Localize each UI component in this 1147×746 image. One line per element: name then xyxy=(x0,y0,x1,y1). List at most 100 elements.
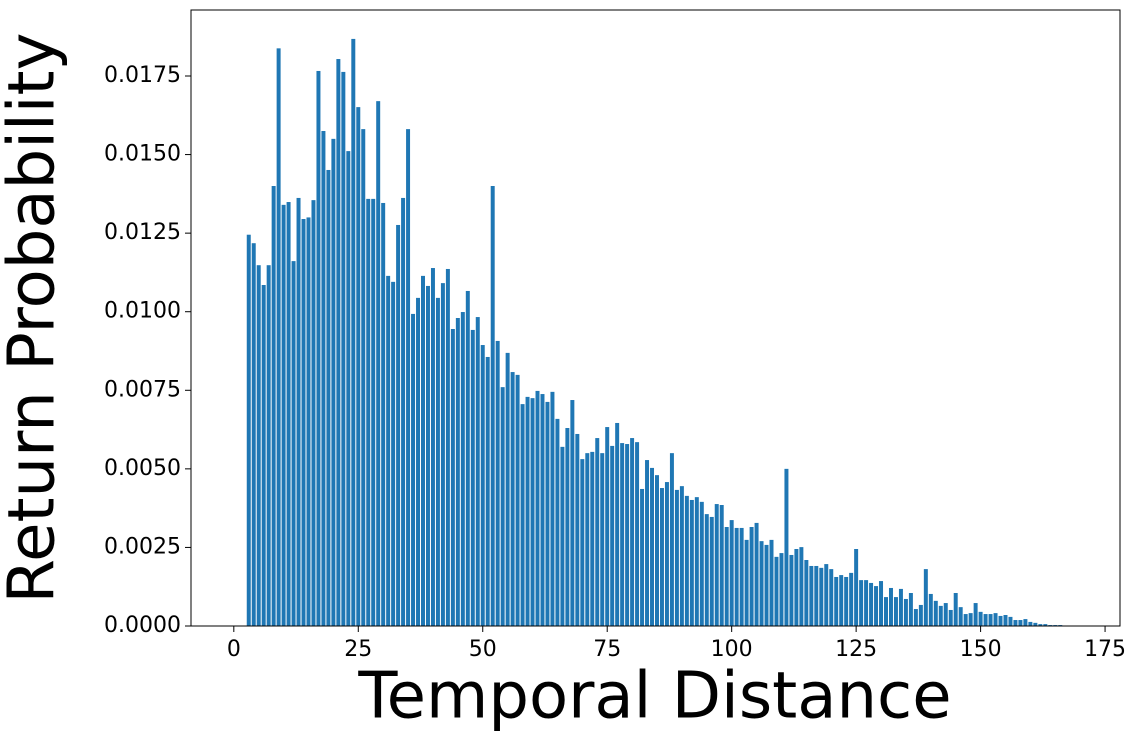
bar xyxy=(913,609,918,626)
bar xyxy=(854,549,859,626)
y-tick-label: 0.0025 xyxy=(104,534,181,559)
bar xyxy=(381,202,386,626)
bar xyxy=(331,138,336,626)
bar xyxy=(361,129,366,626)
bar xyxy=(844,576,849,626)
bar xyxy=(615,422,620,626)
bar xyxy=(893,597,898,626)
bar xyxy=(411,313,416,626)
x-tick-label: 100 xyxy=(711,637,753,662)
bar xyxy=(445,268,450,626)
bar xyxy=(470,329,475,626)
bar xyxy=(440,283,445,626)
bar xyxy=(640,488,645,626)
bar xyxy=(510,372,515,626)
bar xyxy=(416,297,421,626)
bar xyxy=(620,443,625,626)
bar xyxy=(824,564,829,626)
bar xyxy=(565,428,570,626)
bar xyxy=(689,499,694,626)
bar xyxy=(814,565,819,626)
bar xyxy=(585,453,590,626)
bar xyxy=(864,580,869,626)
bar xyxy=(699,501,704,626)
bar xyxy=(650,467,655,626)
bar xyxy=(450,329,455,626)
bar xyxy=(535,390,540,626)
bar xyxy=(1028,621,1033,626)
bar xyxy=(874,586,879,626)
bar xyxy=(679,486,684,626)
bar xyxy=(948,609,953,626)
bar xyxy=(316,70,321,626)
bar xyxy=(709,516,714,626)
bar xyxy=(1003,615,1008,626)
bar xyxy=(789,554,794,626)
bar xyxy=(804,560,809,626)
bar xyxy=(421,275,425,626)
bar xyxy=(246,234,251,626)
bar xyxy=(605,427,610,626)
x-tick-label: 0 xyxy=(227,637,241,662)
y-axis-title: Return Probability xyxy=(0,32,70,603)
bar xyxy=(704,514,709,626)
y-tick-label: 0.0000 xyxy=(104,613,181,638)
bar xyxy=(809,565,814,626)
bar xyxy=(276,48,281,627)
bar xyxy=(306,217,311,626)
bar xyxy=(406,129,411,626)
bar xyxy=(520,404,525,626)
x-tick-label: 125 xyxy=(835,637,877,662)
bar xyxy=(301,219,306,626)
bar xyxy=(540,394,545,626)
bar xyxy=(714,504,719,626)
bar xyxy=(988,614,993,626)
bar xyxy=(366,198,371,626)
bar xyxy=(859,580,864,626)
bar xyxy=(674,489,679,626)
x-axis-title: Temporal Distance xyxy=(357,660,951,734)
bar xyxy=(1018,620,1023,626)
bar xyxy=(266,265,271,626)
y-tick-label: 0.0075 xyxy=(104,377,181,402)
bar xyxy=(669,453,674,626)
x-tick-label: 175 xyxy=(1084,637,1126,662)
bar xyxy=(550,391,555,626)
bar xyxy=(769,539,774,626)
bar xyxy=(356,107,361,627)
bar xyxy=(764,544,769,626)
bar xyxy=(1043,624,1048,626)
bar xyxy=(545,401,550,626)
bar xyxy=(251,243,256,626)
bar xyxy=(744,539,749,626)
y-tick-label: 0.0175 xyxy=(104,63,181,88)
bar xyxy=(888,587,893,626)
bar xyxy=(600,453,605,626)
bar xyxy=(645,460,650,626)
bar xyxy=(495,340,500,626)
bar xyxy=(560,446,565,626)
bar xyxy=(739,527,744,626)
bar xyxy=(933,600,938,626)
bar xyxy=(918,604,923,626)
bar xyxy=(630,438,635,626)
bar xyxy=(928,593,933,626)
bar xyxy=(500,387,505,626)
bar xyxy=(271,186,276,626)
bar xyxy=(898,588,903,626)
bar xyxy=(376,101,381,626)
plot-frame xyxy=(190,9,1121,627)
bar xyxy=(575,433,580,626)
bar xyxy=(799,547,804,626)
bar xyxy=(595,438,600,626)
bar xyxy=(1008,616,1013,626)
bar xyxy=(749,527,754,626)
bar xyxy=(455,318,460,626)
bar xyxy=(1013,620,1018,626)
x-tick-label: 50 xyxy=(469,637,497,662)
bar xyxy=(570,400,575,626)
bar xyxy=(485,356,490,626)
bar xyxy=(1023,619,1028,626)
